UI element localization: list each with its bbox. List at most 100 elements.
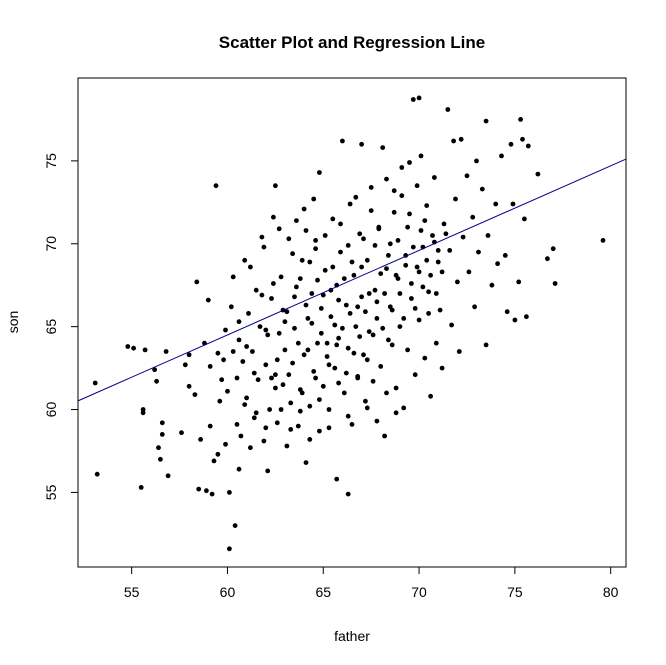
data-point xyxy=(428,393,433,399)
data-point xyxy=(432,175,437,180)
data-point xyxy=(347,311,353,316)
data-point xyxy=(386,337,391,343)
data-point xyxy=(318,306,324,311)
data-point xyxy=(138,485,144,490)
data-point xyxy=(466,269,472,275)
data-point xyxy=(295,423,301,429)
data-point xyxy=(376,226,382,232)
data-point xyxy=(479,186,485,192)
data-point xyxy=(460,234,466,240)
data-point xyxy=(284,309,290,315)
data-point xyxy=(502,253,508,258)
data-point xyxy=(307,437,313,442)
data-point xyxy=(305,347,311,353)
data-point xyxy=(253,287,259,293)
data-point xyxy=(244,395,250,401)
data-point xyxy=(288,400,294,406)
data-point xyxy=(493,201,499,207)
data-point xyxy=(437,307,443,313)
data-point xyxy=(299,390,305,396)
data-point xyxy=(384,266,389,271)
data-point xyxy=(361,352,366,358)
data-point xyxy=(430,233,435,238)
data-point xyxy=(301,352,307,358)
data-point xyxy=(364,357,370,363)
data-point xyxy=(92,380,98,386)
data-point xyxy=(263,327,269,333)
data-point xyxy=(433,340,439,346)
x-tick-label: 65 xyxy=(315,584,331,600)
data-point xyxy=(278,274,284,280)
data-point xyxy=(326,362,332,368)
data-point xyxy=(276,226,282,232)
data-point xyxy=(338,221,343,227)
data-point xyxy=(251,370,257,376)
data-point xyxy=(401,405,407,411)
plot-frame xyxy=(77,77,627,568)
data-point xyxy=(428,272,433,278)
data-point xyxy=(453,196,458,202)
data-point xyxy=(368,185,374,190)
data-point xyxy=(416,95,422,101)
data-point xyxy=(242,402,248,407)
data-point xyxy=(330,216,336,222)
regression-line xyxy=(77,158,627,402)
data-point xyxy=(410,244,416,250)
data-point xyxy=(393,410,399,416)
data-point xyxy=(158,456,163,462)
data-point xyxy=(309,320,315,326)
data-point xyxy=(213,183,219,189)
data-point xyxy=(340,325,345,331)
data-point xyxy=(303,228,309,233)
data-point xyxy=(292,325,297,331)
data-point xyxy=(215,451,221,457)
data-point xyxy=(355,304,361,310)
data-point xyxy=(253,410,259,416)
data-point xyxy=(399,165,405,170)
data-point xyxy=(414,264,420,270)
data-point xyxy=(324,340,330,346)
data-point xyxy=(271,281,276,286)
data-point xyxy=(295,340,301,346)
data-point xyxy=(257,324,263,329)
data-point xyxy=(204,488,209,494)
data-point xyxy=(317,428,322,434)
data-point xyxy=(234,422,240,427)
data-point xyxy=(524,314,529,320)
data-point xyxy=(269,375,274,381)
data-point xyxy=(495,261,500,267)
data-point xyxy=(359,294,364,300)
data-point xyxy=(435,259,441,265)
data-point xyxy=(412,372,418,378)
data-point xyxy=(382,291,387,296)
data-point xyxy=(368,208,374,214)
data-point xyxy=(455,279,460,285)
data-point xyxy=(483,118,489,124)
data-point xyxy=(196,486,202,492)
data-point xyxy=(303,460,309,465)
data-point xyxy=(364,257,370,263)
data-point xyxy=(366,291,372,296)
data-point xyxy=(320,383,326,389)
x-tick-label: 75 xyxy=(507,584,523,600)
data-point xyxy=(267,407,272,412)
data-point xyxy=(194,279,200,285)
data-point xyxy=(324,354,330,359)
data-point xyxy=(499,153,504,159)
data-point xyxy=(265,332,271,338)
data-point xyxy=(343,370,349,376)
data-point xyxy=(317,397,322,402)
data-point xyxy=(207,423,213,429)
data-point xyxy=(192,392,198,397)
data-point xyxy=(140,407,146,412)
data-point xyxy=(209,491,215,497)
data-point xyxy=(426,289,431,295)
data-point xyxy=(340,138,345,144)
data-point xyxy=(294,284,299,290)
data-point xyxy=(489,282,495,288)
data-point xyxy=(152,367,158,373)
data-point xyxy=(317,170,322,175)
data-point xyxy=(261,438,267,444)
data-point xyxy=(405,224,410,230)
data-point xyxy=(516,279,522,285)
